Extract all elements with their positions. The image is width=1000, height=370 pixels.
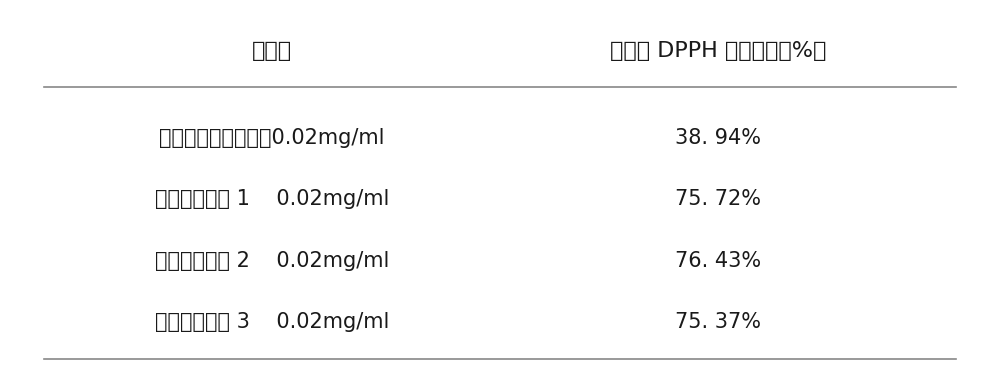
Text: 本发明实施例 3    0.02mg/ml: 本发明实施例 3 0.02mg/ml: [155, 312, 389, 332]
Text: 76. 43%: 76. 43%: [675, 251, 761, 271]
Text: 本发明实施例 2    0.02mg/ml: 本发明实施例 2 0.02mg/ml: [155, 251, 389, 271]
Text: 75. 37%: 75. 37%: [675, 312, 761, 332]
Text: 样品对 DPPH 的清除率（%）: 样品对 DPPH 的清除率（%）: [610, 41, 826, 61]
Text: 实施例: 实施例: [252, 41, 292, 61]
Text: 现有技术（乙醇法）0.02mg/ml: 现有技术（乙醇法）0.02mg/ml: [159, 128, 385, 148]
Text: 75. 72%: 75. 72%: [675, 189, 761, 209]
Text: 本发明实施例 1    0.02mg/ml: 本发明实施例 1 0.02mg/ml: [155, 189, 389, 209]
Text: 38. 94%: 38. 94%: [675, 128, 761, 148]
